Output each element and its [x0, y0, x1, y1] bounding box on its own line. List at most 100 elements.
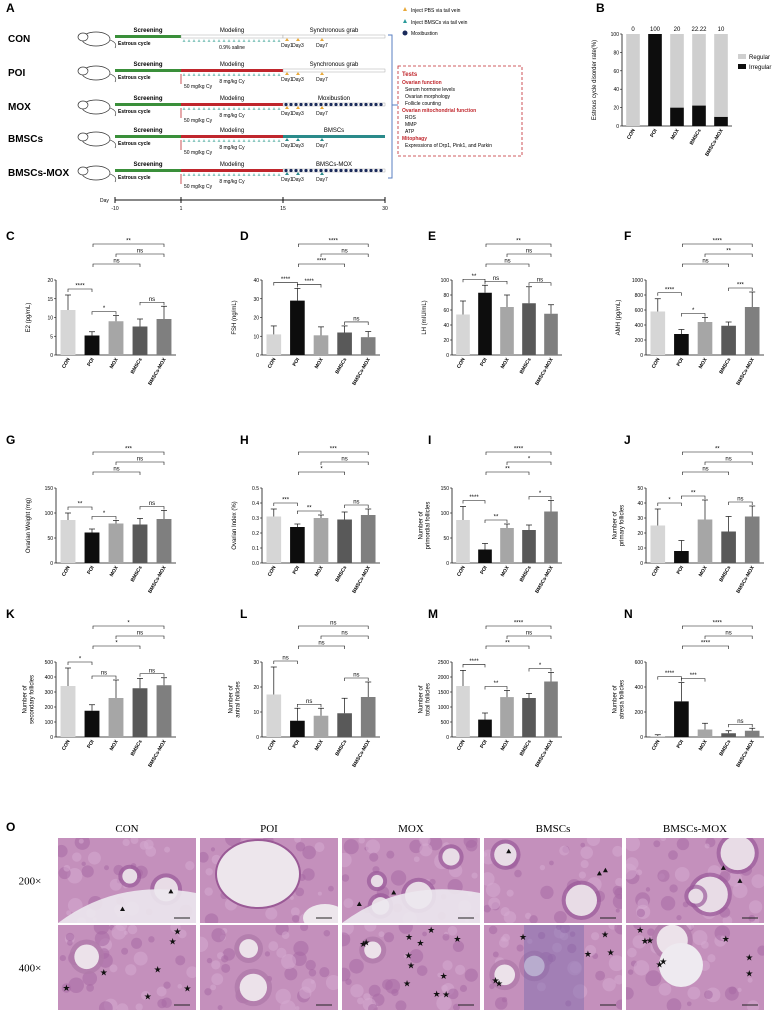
star-marker: ★	[359, 940, 367, 950]
y-tick-label: 0	[256, 735, 259, 741]
triangle-marker-icon	[197, 173, 201, 176]
triangle-marker-icon	[272, 39, 276, 42]
significance-bracket	[297, 284, 322, 288]
significance-bracket	[657, 676, 682, 680]
phase-treatment: BMSCs	[324, 128, 344, 134]
bar-irregular	[670, 107, 684, 126]
star-marker: ★	[100, 968, 108, 978]
histology-image-bmscs-400x: ★★★★★★	[484, 925, 622, 1010]
chart-e: E 0 20 40 60 80 100 LH (mIU/mL) ** ns ns ** ns ns CON P…	[422, 229, 562, 386]
triangle-marker-icon	[242, 39, 246, 42]
significance-bracket	[485, 243, 552, 247]
timeline-tick-3: 15	[280, 206, 286, 212]
significance-bracket	[139, 506, 165, 510]
x-tick-label: BMSCs-MOX	[351, 356, 372, 386]
bar	[697, 322, 713, 355]
triangle-marker-icon	[197, 139, 201, 142]
moxibustion-dot-icon	[329, 102, 333, 107]
schematic-legend: Inject PBS via tail vein Inject BMSCs vi…	[402, 7, 468, 37]
histology-column-title: BMSCs	[536, 823, 571, 835]
bar-regular	[626, 34, 640, 126]
moxibustion-dot-icon	[354, 102, 358, 107]
moxibustion-dot-icon	[402, 30, 408, 36]
dose-label: 50 mg/kg Cy	[184, 184, 213, 190]
significance-bracket	[681, 313, 706, 317]
triangle-marker-icon	[202, 39, 206, 42]
significance-bracket	[344, 321, 369, 325]
x-tick-label: CON	[267, 739, 278, 752]
significance-bracket	[462, 278, 486, 283]
y-axis-label: FSH (ng/mL)	[232, 300, 238, 334]
significance-label: *	[127, 621, 130, 627]
screening-bar	[115, 135, 181, 138]
injection-marker-icon	[296, 172, 300, 175]
x-tick-label: BMSCs-MOX	[534, 356, 555, 386]
significance-bracket	[320, 635, 369, 639]
significance-label: ns	[137, 457, 143, 463]
phase-modeling: Modeling	[220, 128, 244, 134]
screening-bar	[115, 35, 181, 38]
bar	[478, 292, 492, 355]
star-marker: ★	[519, 933, 527, 943]
group-name: POI	[8, 68, 25, 79]
bar	[360, 337, 376, 355]
y-axis-label: Number of	[419, 685, 425, 713]
x-tick-label: CON	[651, 739, 662, 752]
bar-irregular	[648, 34, 662, 126]
tests-item: MMP	[405, 122, 417, 128]
y-tick-label: 80	[613, 50, 619, 56]
star-marker: ★	[453, 935, 461, 945]
significance-bracket	[484, 519, 508, 523]
x-tick-label: BMSCs	[334, 357, 348, 375]
y-tick-label: 15	[47, 297, 53, 303]
triangle-marker-icon	[242, 139, 246, 142]
significance-bracket	[298, 451, 369, 455]
significance-label: ****	[75, 284, 85, 290]
y-axis-label: Ovarian Weight (mg)	[26, 498, 32, 553]
x-tick-label: MOX	[698, 564, 709, 577]
significance-label: *	[103, 306, 106, 312]
moxibustion-dot-icon	[314, 102, 318, 107]
star-marker: ★	[646, 937, 654, 947]
timeline-tick-1: -10	[111, 206, 118, 212]
y-tick-label: 0	[446, 353, 449, 359]
treatment-bar	[282, 34, 386, 39]
y-tick-label: 10	[637, 546, 643, 552]
bar	[132, 524, 148, 563]
triangle-marker-icon	[252, 73, 256, 76]
follicle-triangle-marker	[737, 878, 743, 883]
x-tick-label: BMSCs	[130, 565, 144, 583]
significance-label: **	[472, 274, 477, 280]
bar	[697, 519, 713, 563]
day-label: Day7	[316, 143, 328, 149]
triangle-marker-icon	[232, 73, 236, 76]
panel-letter-n: N	[624, 607, 633, 621]
tests-item: ROS	[405, 115, 417, 121]
significance-bracket	[67, 661, 93, 665]
moxibustion-dot-icon	[284, 168, 288, 173]
x-tick-label: CON	[267, 565, 278, 578]
x-tick-label: POI	[86, 738, 96, 749]
injection-label: 8 mg/kg Cy	[219, 113, 245, 119]
significance-bracket	[115, 461, 165, 465]
y-axis-label: Ovarian Index (%)	[232, 501, 238, 549]
y-tick-label: 2500	[438, 660, 449, 666]
x-tick-label: POI	[86, 356, 96, 367]
y-tick-label: 0	[50, 561, 53, 567]
triangle-marker-icon	[237, 139, 241, 142]
panel-letter-b: B	[596, 1, 605, 15]
triangle-marker-icon	[237, 73, 241, 76]
histology-row-label: 400×	[19, 963, 42, 975]
y-tick-label: 0	[616, 124, 619, 130]
significance-label: **	[494, 515, 499, 521]
x-tick-label: BMSCs-MOX	[735, 356, 756, 386]
legend-moxibustion: Moxibustion	[411, 31, 438, 37]
day-label: Day7	[316, 43, 328, 49]
moxibustion-dot-icon	[359, 102, 363, 107]
star-marker: ★	[722, 935, 730, 945]
triangle-marker-icon	[212, 39, 216, 42]
significance-bracket	[728, 723, 753, 728]
